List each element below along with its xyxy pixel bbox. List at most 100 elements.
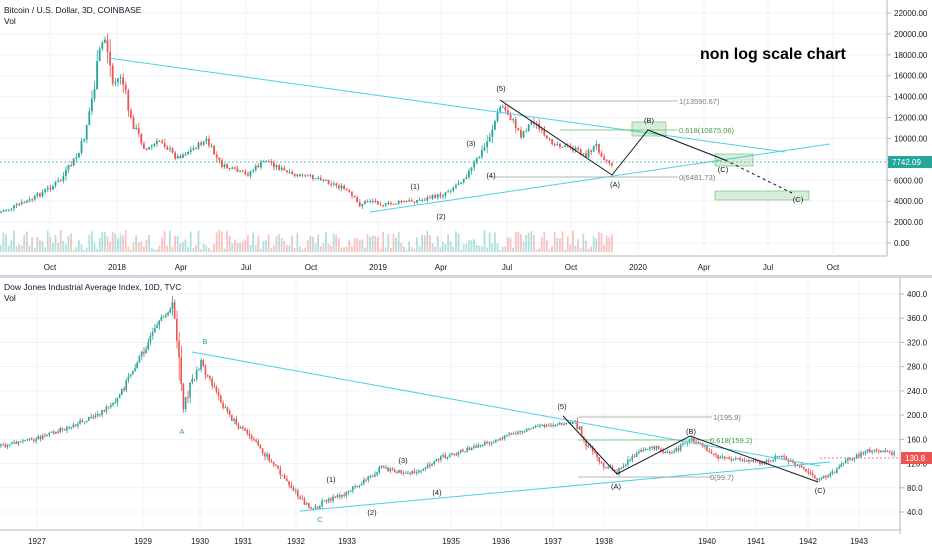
- dow-candle: [631, 456, 633, 460]
- bitcoin-chart-svg[interactable]: 22000.00 20000.00 18000.00 16000.00 14000.00…: [0, 0, 932, 276]
- btc-volume-bar: [496, 243, 499, 252]
- btc-volume-bar: [205, 245, 208, 252]
- btc-volume-bar: [481, 246, 483, 252]
- dow-candle: [59, 428, 61, 433]
- btc-volume-bar: [364, 247, 366, 252]
- btc-fib-label: 0.618(10875.06): [679, 126, 735, 135]
- btc-volume-bar: [556, 238, 559, 252]
- dow-fib-label: 0.618(159.2): [710, 436, 753, 445]
- dow-candle: [858, 454, 860, 457]
- dow-candle: [389, 468, 391, 472]
- dow-chart-svg[interactable]: 400.0 360.0 320.0 280.0 240.0 200.0 160.0 120.0…: [0, 278, 932, 550]
- dow-candle: [420, 470, 422, 472]
- btc-volume-bar: [452, 246, 455, 252]
- dow-candle: [506, 434, 508, 436]
- btc-volume-bar: [553, 231, 556, 252]
- dow-candle: [158, 320, 160, 326]
- dow-candle: [24, 440, 26, 442]
- btc-volume-bar: [54, 235, 57, 252]
- dow-candle: [532, 427, 534, 429]
- dow-candle: [345, 492, 347, 496]
- dow-candle: [160, 316, 163, 321]
- btc-volume-bar: [7, 245, 10, 252]
- dow-candle: [154, 327, 156, 333]
- btc-volume-bar: [278, 234, 280, 252]
- dow-x-tick-label: 1941: [747, 537, 765, 546]
- btc-candle: [189, 149, 192, 153]
- dow-candle: [853, 457, 856, 460]
- dow-chart-pane[interactable]: 400.0 360.0 320.0 280.0 240.0 200.0 160.0 120.0…: [0, 278, 932, 550]
- btc-volume-bar: [267, 234, 270, 252]
- btc-candle: [395, 203, 397, 205]
- btc-volume-bar: [192, 248, 195, 252]
- btc-volume-bar: [283, 241, 286, 252]
- dow-candle: [464, 451, 466, 453]
- btc-volume-bar: [46, 230, 49, 252]
- dow-candle: [514, 433, 517, 435]
- dow-candle: [332, 496, 334, 501]
- dow-candle: [877, 450, 880, 452]
- dow-candle: [272, 461, 275, 465]
- bitcoin-chart-pane[interactable]: 22000.00 20000.00 18000.00 16000.00 14000.00…: [0, 0, 932, 276]
- btc-candle: [556, 143, 559, 146]
- btc-volume-bar: [455, 231, 457, 252]
- btc-volume-bar: [195, 245, 197, 252]
- btc-target-box: [631, 121, 667, 137]
- btc-candle: [117, 78, 119, 83]
- dow-y-tick-label: 400.0: [907, 290, 928, 299]
- btc-volume-bar: [377, 237, 379, 252]
- btc-target-box: [714, 190, 810, 201]
- btc-volume-bar: [273, 245, 275, 252]
- dow-candle: [433, 461, 435, 464]
- btc-volume-bar: [525, 234, 527, 252]
- dow-candle: [618, 467, 620, 475]
- dow-candle: [250, 435, 253, 439]
- dow-candle: [695, 441, 697, 443]
- dow-candle: [400, 470, 402, 474]
- btc-volume-bar: [522, 241, 525, 252]
- btc-volume-bar: [371, 235, 374, 252]
- dow-candle: [404, 472, 407, 474]
- dow-candle: [127, 376, 130, 381]
- dow-candle: [224, 407, 226, 409]
- btc-volume-bar: [611, 234, 613, 252]
- dow-wave-label: (1): [326, 475, 336, 484]
- dow-candle: [415, 472, 418, 474]
- btc-candle: [145, 148, 148, 150]
- btc-volume-bar: [18, 244, 20, 252]
- dow-candle: [783, 456, 785, 458]
- dow-candle: [275, 464, 277, 467]
- dow-candle: [204, 365, 207, 376]
- btc-candle: [423, 199, 426, 201]
- btc-candle: [540, 129, 543, 131]
- btc-candle: [351, 191, 353, 196]
- dow-candle: [226, 407, 229, 411]
- btc-volume-bar: [150, 247, 153, 252]
- btc-volume-bar: [595, 238, 598, 252]
- btc-y-tick-label: 6000.00: [894, 176, 923, 185]
- btc-candle: [135, 127, 137, 130]
- dow-candle: [385, 467, 387, 469]
- btc-candle: [348, 190, 351, 192]
- dow-candle: [209, 375, 211, 379]
- btc-candle: [218, 157, 221, 161]
- dow-candle: [723, 456, 726, 459]
- dow-candle: [616, 471, 618, 475]
- btc-candle: [335, 183, 338, 186]
- btc-volume-bar: [608, 236, 611, 252]
- dow-candle: [862, 452, 864, 454]
- dow-candle: [484, 441, 486, 446]
- btc-volume-bar: [132, 242, 135, 252]
- bitcoin-chart-title: Bitcoin / U.S. Dollar, 3D, COINBASE: [4, 5, 142, 15]
- dow-candle: [41, 435, 44, 439]
- dow-candle: [288, 481, 290, 486]
- pane-divider[interactable]: [0, 275, 932, 278]
- btc-candle: [353, 195, 356, 198]
- btc-abc-wave-line: [499, 99, 726, 176]
- btc-candle: [247, 173, 249, 176]
- dow-y-tick-label: 280.0: [907, 363, 928, 372]
- btc-x-tick-label: Oct: [565, 263, 578, 272]
- dow-candle: [138, 355, 141, 363]
- btc-candle: [475, 158, 478, 163]
- btc-volume-bar: [171, 246, 174, 252]
